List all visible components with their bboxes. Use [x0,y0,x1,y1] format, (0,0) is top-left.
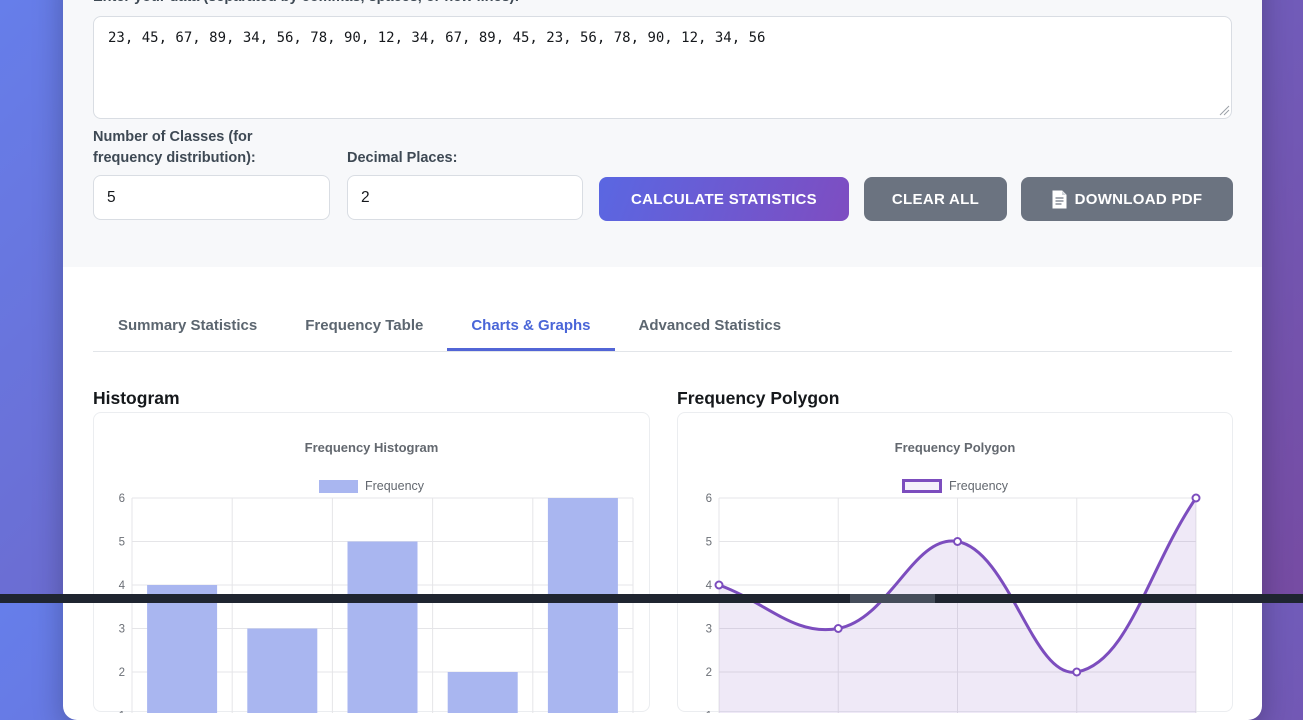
polygon-card: 0123456 Frequency Polygon Frequency [677,412,1233,713]
calculate-statistics-button[interactable]: CALCULATE STATISTICS [599,177,849,221]
tab-bar: Summary Statistics Frequency Table Chart… [94,303,805,351]
svg-text:3: 3 [119,624,125,636]
decimals-label: Decimal Places: [347,150,458,166]
clear-all-button[interactable]: CLEAR ALL [864,177,1007,221]
svg-text:3: 3 [706,624,712,636]
classes-label: Number of Classes (for frequency distrib… [93,129,256,166]
svg-text:5: 5 [706,537,712,549]
svg-text:2: 2 [706,667,712,679]
histogram-legend[interactable]: Frequency [94,479,649,493]
svg-text:4: 4 [119,580,126,592]
histogram-card: 0123456 Frequency Histogram Frequency [93,412,650,713]
polygon-heading: Frequency Polygon [677,388,840,408]
svg-text:6: 6 [706,493,712,505]
polygon-legend-label: Frequency [948,479,1009,493]
tab-frequency-table[interactable]: Frequency Table [305,317,424,334]
tab-advanced-statistics[interactable]: Advanced Statistics [638,317,782,334]
svg-text:2: 2 [119,667,125,679]
tabs-divider [93,351,1232,352]
histogram-chart-title: Frequency Histogram [304,440,439,455]
decimals-input[interactable] [347,175,583,220]
histogram-legend-label: Frequency [364,479,425,493]
polygon-legend[interactable]: Frequency [678,479,1232,493]
svg-text:6: 6 [119,493,125,505]
document-icon [1052,190,1067,208]
download-pdf-button[interactable]: DOWNLOAD PDF [1021,177,1233,221]
classes-input[interactable] [93,175,330,220]
histogram-heading: Histogram [93,388,180,408]
svg-text:5: 5 [119,537,125,549]
polygon-legend-swatch [901,479,942,493]
polygon-chart-title: Frequency Polygon [894,440,1016,455]
svg-text:1: 1 [706,711,712,713]
tab-summary-statistics[interactable]: Summary Statistics [118,317,258,334]
bottom-scrollbar [0,594,1303,603]
svg-text:4: 4 [706,580,713,592]
data-input-textarea[interactable]: 23, 45, 67, 89, 34, 56, 78, 90, 12, 34, … [93,16,1232,119]
histogram-chart: 0123456 [119,493,634,713]
svg-text:1: 1 [119,711,125,713]
tab-charts-graphs[interactable]: Charts & Graphs [447,303,615,351]
histogram-legend-swatch [318,479,358,493]
polygon-chart: 0123456 [706,493,1201,713]
data-input-label: Enter your data (separated by commas, sp… [93,0,519,8]
scrollbar-thumb[interactable] [850,594,935,603]
